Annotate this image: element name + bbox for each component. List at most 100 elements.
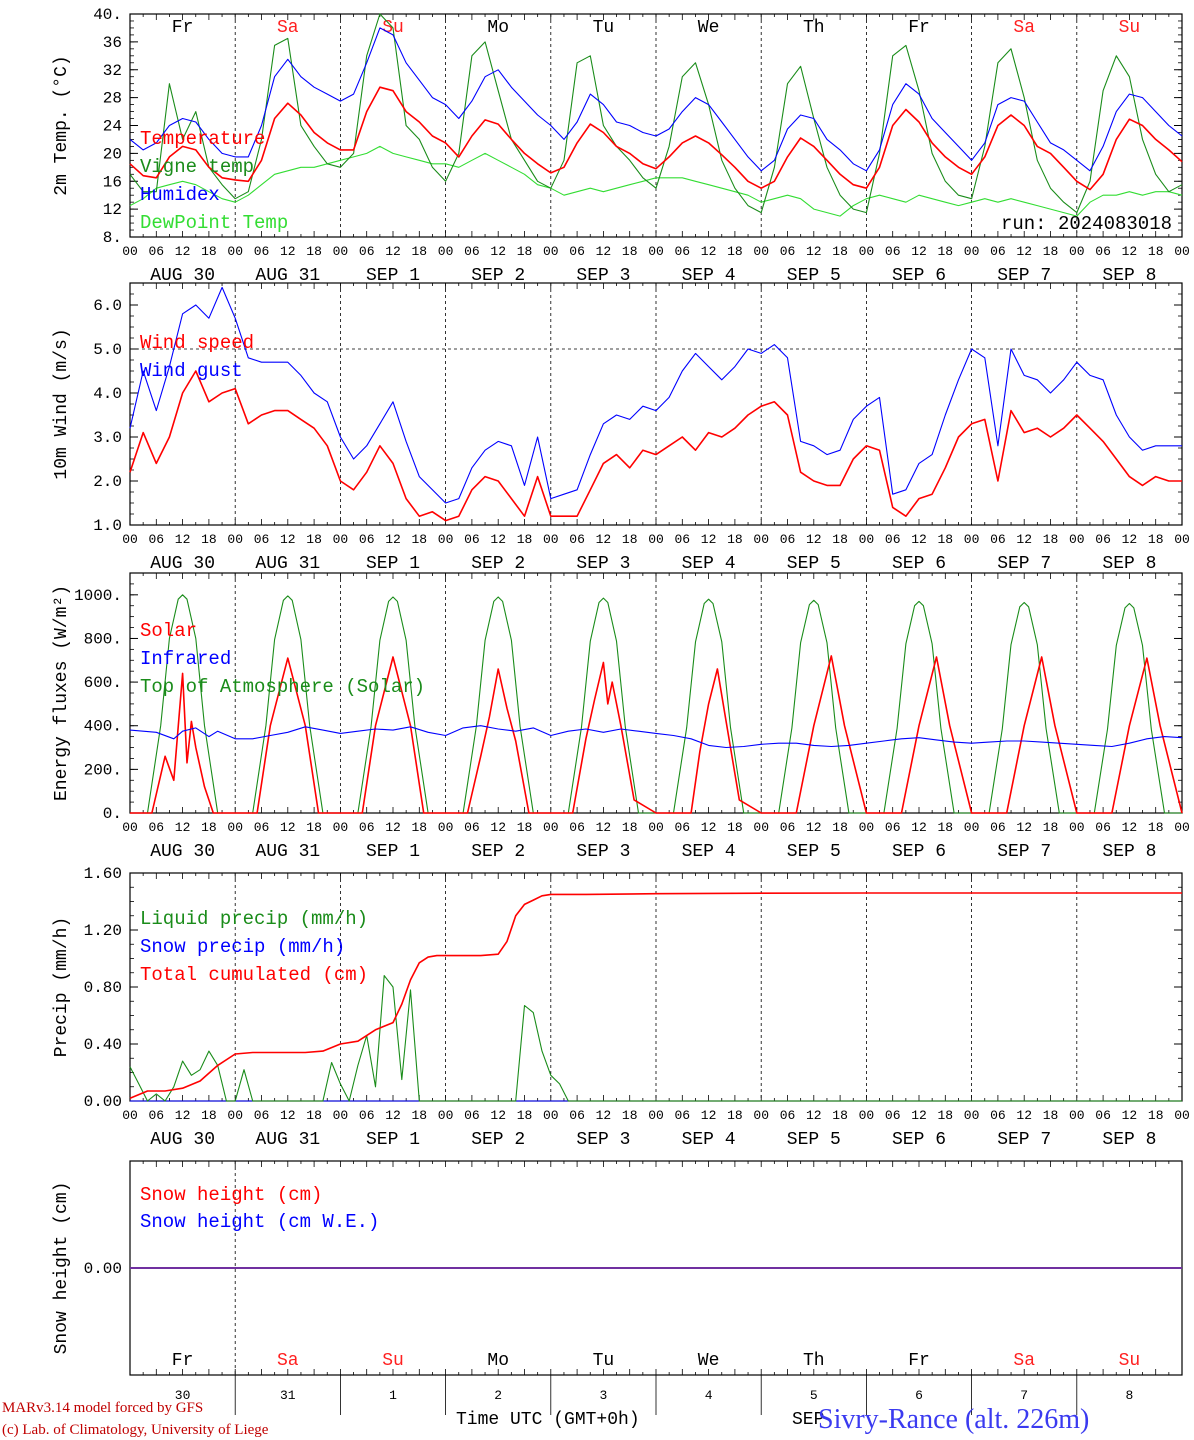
hour-tick-label: 00 [122,1108,138,1123]
hour-tick-label: 06 [148,1108,164,1123]
y-tick-label: 0.00 [84,1093,122,1111]
hour-tick-label: 00 [1174,820,1190,835]
day-name-label: Sa [277,1351,299,1371]
y-tick-label: 20 [103,145,122,163]
hour-tick-label: 18 [201,820,217,835]
hour-tick-label: 12 [806,820,822,835]
day-number-label: 7 [1020,1388,1028,1403]
hour-tick-label: 12 [701,532,717,547]
hour-tick-label: 12 [911,1108,927,1123]
hour-tick-label: 18 [1148,820,1164,835]
date-label: SEP 4 [682,554,736,574]
hour-tick-label: 00 [648,820,664,835]
hour-tick-label: 12 [1122,244,1138,259]
date-label: SEP 2 [471,554,525,574]
hour-tick-label: 18 [306,532,322,547]
hour-tick-label: 18 [411,532,427,547]
day-name-label: Fr [172,18,194,38]
date-label: SEP 5 [787,554,841,574]
legend-entry: Solar [140,620,197,642]
y-tick-label: 32 [103,62,122,80]
hour-tick-label: 00 [333,532,349,547]
hour-tick-label: 18 [1043,1108,1059,1123]
hour-tick-label: 00 [753,532,769,547]
hour-tick-label: 06 [254,532,270,547]
date-label: AUG 30 [150,554,215,574]
hour-tick-label: 00 [122,244,138,259]
date-label: SEP 4 [682,842,736,862]
date-label: SEP 6 [892,842,946,862]
legend-entry: Wind speed [140,332,254,354]
hour-tick-label: 18 [517,532,533,547]
hour-tick-label: 18 [937,1108,953,1123]
y-tick-label: 6.0 [93,297,122,315]
hour-tick-label: 18 [411,244,427,259]
hour-tick-label: 06 [674,1108,690,1123]
legend-entry: Snow height (cm) [140,1184,322,1206]
series-line-wind-gust [129,286,1182,504]
hour-tick-label: 06 [885,532,901,547]
y-tick-label: 1.0 [93,517,122,535]
hour-tick-label: 06 [569,532,585,547]
date-label: SEP 5 [787,266,841,286]
day-number-label: 4 [705,1388,713,1403]
hour-tick-label: 00 [122,532,138,547]
hour-tick-label: 12 [280,532,296,547]
hour-tick-label: 00 [1174,244,1190,259]
hour-tick-label: 12 [911,820,927,835]
hour-tick-label: 00 [543,532,559,547]
hour-tick-label: 00 [964,532,980,547]
hour-tick-label: 00 [859,532,875,547]
y-axis-title: Snow height (cm) [52,1182,72,1355]
xaxis-title: Time UTC (GMT+0h) [456,1410,640,1430]
date-label: AUG 31 [255,842,320,862]
footer-model-text: MARv3.14 model forced by GFS [2,1400,203,1416]
y-tick-label: 28 [103,90,122,108]
legend-entry: Liquid precip (mm/h) [140,908,368,930]
footer-layer: MARv3.14 model forced by GFS (c) Lab. of… [2,1400,1089,1438]
hour-tick-label: 12 [701,244,717,259]
hour-tick-label: 00 [753,244,769,259]
series-line-dewpoint-temp [129,145,1183,217]
run-label: run: 2024083018 [1001,213,1172,235]
series-line-infrared [129,725,1183,749]
y-tick-label: 1.60 [84,865,122,883]
hour-tick-label: 06 [885,244,901,259]
hour-tick-label: 12 [175,1108,191,1123]
y-tick-label: 2.0 [93,473,122,491]
hour-tick-label: 12 [806,244,822,259]
date-label: AUG 31 [255,1130,320,1150]
date-label: SEP 5 [787,1130,841,1150]
hour-tick-label: 12 [385,1108,401,1123]
hour-tick-label: 18 [411,1108,427,1123]
y-tick-label: 8. [103,229,122,247]
hour-tick-label: 12 [1122,532,1138,547]
y-tick-label: 4.0 [93,385,122,403]
hour-tick-label: 00 [1069,244,1085,259]
hour-tick-label: 18 [832,532,848,547]
y-tick-label: 1.20 [84,922,122,940]
legend-entry: Top of Atmosphere (Solar) [140,676,425,698]
hour-tick-label: 00 [227,820,243,835]
legend-entry: Snow precip (mm/h) [140,936,345,958]
day-name-label: Fr [172,1351,194,1371]
hour-tick-label: 12 [1016,820,1032,835]
series-line-vigne-temp [129,13,1183,214]
y-axis-title: 2m Temp. (°C) [52,55,72,195]
hour-tick-label: 00 [438,1108,454,1123]
hour-tick-label: 00 [648,532,664,547]
date-label: SEP 5 [787,842,841,862]
y-tick-label: 800. [84,630,122,648]
hour-tick-label: 06 [254,244,270,259]
hour-tick-label: 00 [438,820,454,835]
legend-entry: Temperature [140,128,265,150]
hour-tick-label: 18 [1148,532,1164,547]
hour-tick-label: 00 [1069,1108,1085,1123]
date-label: SEP 3 [576,554,630,574]
date-label: SEP 1 [366,266,420,286]
hour-tick-label: 12 [806,1108,822,1123]
hour-tick-label: 12 [1122,820,1138,835]
hour-tick-label: 18 [411,820,427,835]
hour-tick-label: 06 [990,820,1006,835]
hour-tick-label: 18 [937,244,953,259]
